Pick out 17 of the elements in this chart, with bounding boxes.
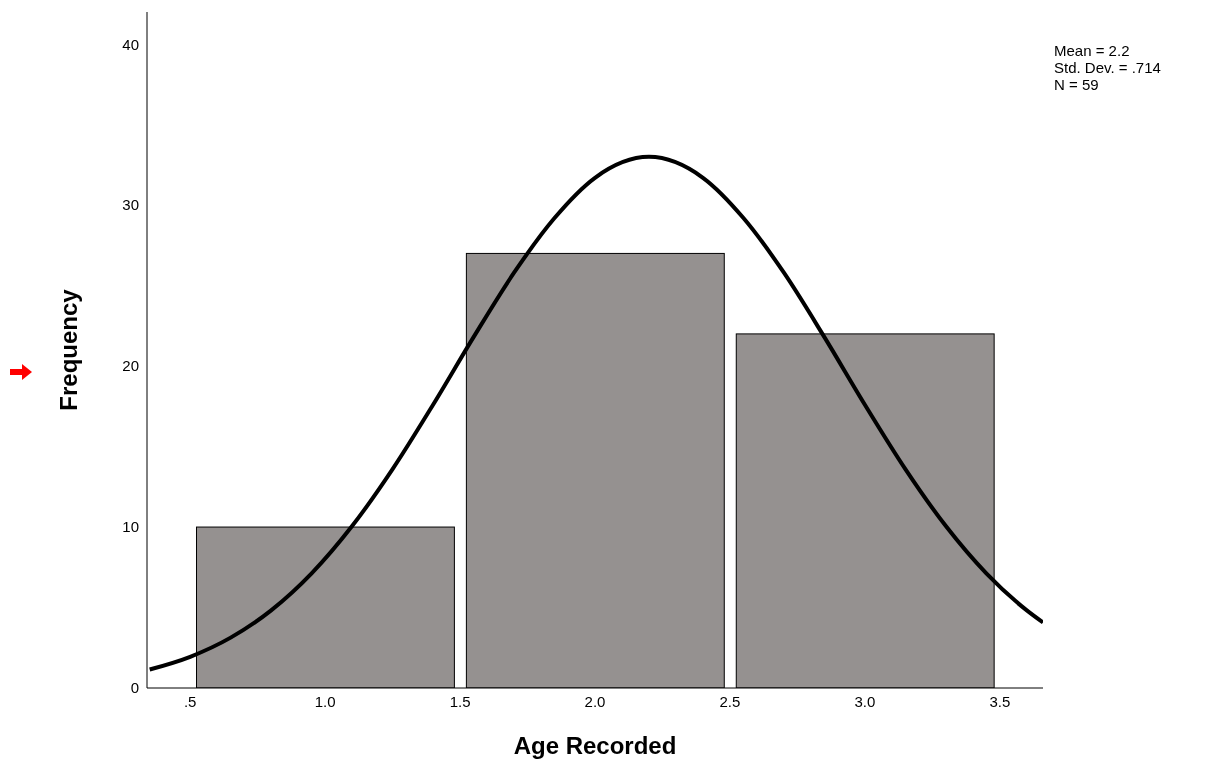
x-tick-label: 2.5 — [719, 692, 741, 710]
y-tick-label: 10 — [122, 518, 139, 536]
text: Mean = 2.2 — [1054, 42, 1131, 59]
y-tick-label: 30 — [122, 196, 139, 214]
x-tick-label: 2.0 — [584, 692, 606, 710]
y-tick-label: 20 — [122, 357, 139, 375]
x-tick-label: 3.5 — [989, 692, 1011, 710]
text: Std. Dev. = .714 — [1054, 59, 1161, 76]
y-axis-title: Frequency — [54, 288, 82, 411]
x-tick-label: 3.0 — [854, 692, 876, 710]
x-axis-title: Age Recorded — [513, 732, 677, 759]
x-tick-label: .5 — [183, 692, 197, 710]
x-tick-label: 1.5 — [449, 692, 471, 710]
x-tick-label: 1.0 — [314, 692, 336, 710]
text: N = 59 — [1054, 76, 1100, 93]
y-tick-label: 40 — [122, 35, 139, 53]
y-tick-label: 0 — [130, 679, 139, 697]
